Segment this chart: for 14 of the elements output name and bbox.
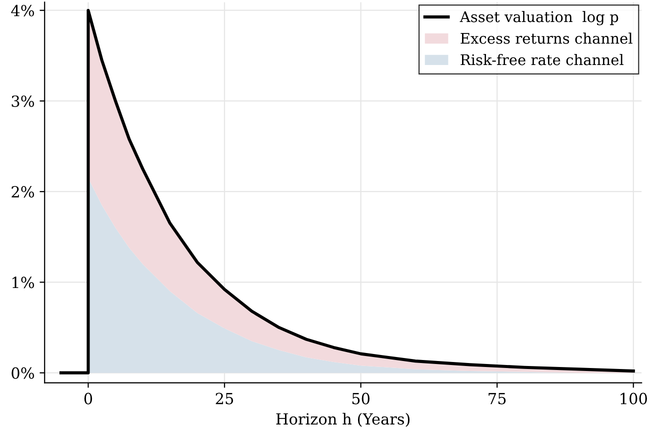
y-tick-label: 2% [12,186,34,198]
x-axis-title: Horizon h (Years) [276,412,410,427]
y-tick-label: 4% [11,4,34,16]
x-tick-label: 50 [352,392,370,404]
legend-label: Asset valuation log p [460,10,618,26]
y-tick-label: 0% [12,367,34,379]
x-tick-label: 0 [84,392,92,404]
y-tick-label: 1% [12,276,34,288]
legend-label: Excess returns channel [460,32,632,44]
legend-label: Risk-free rate channel [460,54,624,66]
x-tick-label: 75 [488,392,506,404]
x-tick-label: 25 [216,392,234,404]
y-tick-label: 3% [12,95,34,107]
x-tick-label: 100 [620,392,647,404]
